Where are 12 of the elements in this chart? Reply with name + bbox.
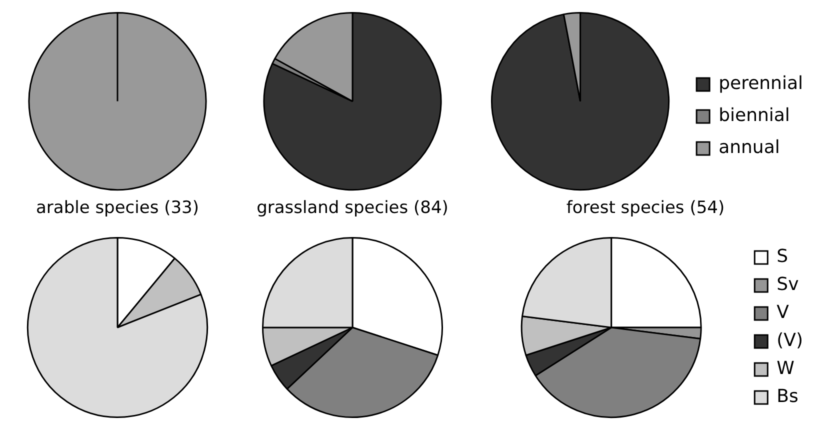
text: forest species (54) [566, 198, 725, 218]
text: arable species (33) [36, 198, 199, 218]
legend-label: Bs [776, 386, 798, 408]
legend-label: W [776, 358, 795, 380]
legend-label: annual [718, 137, 780, 158]
legend-label: S [776, 246, 788, 268]
legend-label: Sv [776, 274, 800, 296]
legend-label: perennial [718, 73, 804, 94]
legend-label: (V) [776, 330, 803, 352]
legend-label: V [776, 302, 790, 324]
legend-label: biennial [718, 105, 790, 126]
text: grassland species (84) [256, 198, 448, 218]
